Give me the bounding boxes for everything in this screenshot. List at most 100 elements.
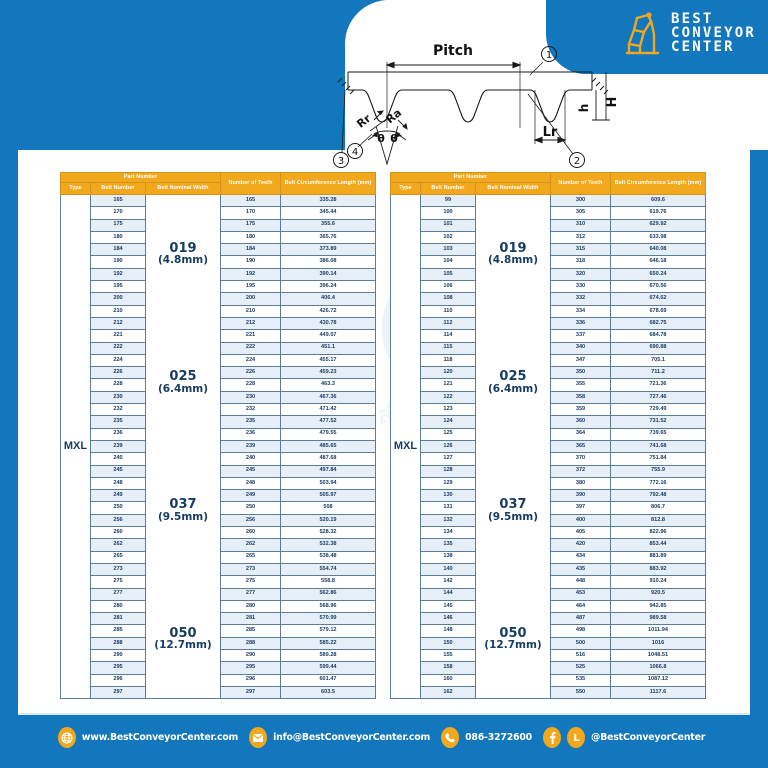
table-row: 148 498 1011.94 xyxy=(391,624,706,638)
cell-belt-number: 106 xyxy=(420,280,476,294)
cell-number-of-teeth: 358 xyxy=(550,390,611,405)
cell-number-of-teeth: 260 xyxy=(220,526,281,540)
cell-number-of-teeth: 535 xyxy=(550,673,611,687)
cell-belt-number: 110 xyxy=(420,304,476,318)
cell-number-of-teeth: 226 xyxy=(220,366,281,380)
cell-circumference-length: 674.62 xyxy=(610,292,706,306)
cell-number-of-teeth: 305 xyxy=(550,206,611,220)
cell-belt-number: 256 xyxy=(90,513,146,528)
table-row: 248 248 503.94 xyxy=(61,476,376,491)
cell-belt-number: 131 xyxy=(420,501,476,515)
cell-circumference-length: 729.49 xyxy=(610,403,706,417)
width-option: 025 (6.4mm) xyxy=(158,370,208,395)
footer-phone[interactable]: 086-3272600 xyxy=(465,732,533,743)
spec-table-right: Part Number Number of Teeth Belt Circumf… xyxy=(390,172,706,700)
cell-number-of-teeth: 296 xyxy=(220,673,281,687)
cell-number-of-teeth: 281 xyxy=(220,612,281,626)
cell-circumference-length: 459.23 xyxy=(280,366,376,380)
cell-circumference-length: 772.16 xyxy=(610,476,706,491)
cell-belt-number: 280 xyxy=(90,599,146,614)
table-row: 226 226 459.23 xyxy=(61,366,376,380)
cell-belt-number: 200 xyxy=(90,292,146,306)
cell-belt-number: 115 xyxy=(420,341,476,355)
cell-number-of-teeth: 297 xyxy=(220,685,281,700)
table-row: 138 434 881.89 xyxy=(391,550,706,564)
cell-circumference-length: 633.98 xyxy=(610,230,706,245)
cell-belt-number: 275 xyxy=(90,575,146,589)
header-part-number-right: Part Number xyxy=(390,172,551,183)
cell-circumference-length: 455.17 xyxy=(280,353,376,368)
header-teeth-left: Number of Teeth xyxy=(220,172,281,195)
cell-type: MXL xyxy=(60,193,91,700)
cell-belt-number: 240 xyxy=(90,452,146,466)
cell-number-of-teeth: 434 xyxy=(550,550,611,564)
cell-belt-number: 129 xyxy=(420,476,476,491)
footer-website[interactable]: www.BestConveyorCenter.com xyxy=(81,732,239,743)
cell-number-of-teeth: 285 xyxy=(220,624,281,638)
cell-belt-number: 288 xyxy=(90,636,146,650)
cell-belt-number: 114 xyxy=(420,329,476,343)
table-row: 103 315 640.08 xyxy=(391,243,706,257)
cell-number-of-teeth: 347 xyxy=(550,353,611,368)
cell-circumference-length: 705.1 xyxy=(610,353,706,368)
cell-number-of-teeth: 192 xyxy=(220,267,281,282)
table-row: 256 256 520.19 xyxy=(61,513,376,528)
cell-belt-number: 262 xyxy=(90,538,146,552)
cell-belt-number: 108 xyxy=(420,292,476,306)
table-row: MXL 165 019 (4.8mm) 025 (6.4mm) 037 (9.5mm) 050(… xyxy=(60,193,376,700)
cell-circumference-length: 430.78 xyxy=(280,316,376,331)
cell-belt-number: 235 xyxy=(90,415,146,429)
cell-belt-number: 224 xyxy=(90,353,146,368)
table-row: 118 347 705.1 xyxy=(391,353,706,368)
cell-number-of-teeth: 318 xyxy=(550,255,611,269)
header-corner-notch xyxy=(345,0,389,44)
cell-number-of-teeth: 275 xyxy=(220,575,281,589)
table-row: 275 275 558.8 xyxy=(61,575,376,589)
cell-circumference-length: 497.84 xyxy=(280,464,376,478)
cell-circumference-length: 812.8 xyxy=(610,513,706,528)
footer-social[interactable]: @BestConveyorCenter xyxy=(591,732,706,743)
cell-belt-number: 184 xyxy=(90,243,146,257)
table-row: 222 222 451.1 xyxy=(61,341,376,355)
table-row: 122 358 727.46 xyxy=(391,390,706,405)
cell-number-of-teeth: 397 xyxy=(550,501,611,515)
cell-belt-number: 297 xyxy=(90,685,146,700)
cell-belt-number: 102 xyxy=(420,230,476,245)
cell-circumference-length: 822.96 xyxy=(610,526,706,540)
header-circumference-right: Belt Circumference Length (mm) xyxy=(610,172,706,195)
cell-number-of-teeth: 370 xyxy=(550,452,611,466)
table-row: 102 312 633.98 xyxy=(391,230,706,245)
cell-belt-number: 158 xyxy=(420,661,476,675)
footer-email[interactable]: info@BestConveyorCenter.com xyxy=(273,732,431,743)
cell-belt-number: 273 xyxy=(90,562,146,577)
cell-circumference-length: 806.7 xyxy=(610,501,706,515)
cell-belt-number: 210 xyxy=(90,304,146,318)
cell-circumference-length: 881.89 xyxy=(610,550,706,564)
table-row: 240 240 487.68 xyxy=(61,452,376,466)
cell-number-of-teeth: 170 xyxy=(220,206,281,220)
width-option: 025 (6.4mm) xyxy=(488,370,538,395)
table-row: 280 280 568.96 xyxy=(61,599,376,614)
table-row: 146 487 989.58 xyxy=(391,612,706,626)
cell-circumference-length: 568.96 xyxy=(280,599,376,614)
phone-icon xyxy=(441,727,460,748)
cell-belt-number: 121 xyxy=(420,378,476,392)
cell-circumference-length: 390.14 xyxy=(280,267,376,282)
cell-circumference-length: 910.24 xyxy=(610,575,706,589)
svg-text:L: L xyxy=(573,733,580,744)
cell-belt-number: 195 xyxy=(90,280,146,294)
width-code: 025 xyxy=(169,369,197,385)
cell-number-of-teeth: 498 xyxy=(550,624,611,638)
cell-belt-number: 180 xyxy=(90,230,146,245)
facebook-icon[interactable] xyxy=(543,727,562,748)
cell-belt-number: 190 xyxy=(90,255,146,269)
width-mm: (12.7mm) xyxy=(154,639,212,652)
cell-number-of-teeth: 288 xyxy=(220,636,281,650)
cell-circumference-length: 1016 xyxy=(610,636,706,650)
cell-number-of-teeth: 256 xyxy=(220,513,281,528)
logo-wordmark: BEST CONVEYOR CENTER xyxy=(671,12,756,54)
cell-number-of-teeth: 464 xyxy=(550,599,611,614)
line-icon[interactable]: L xyxy=(567,727,586,748)
cell-belt-number: 105 xyxy=(420,267,476,282)
cell-belt-number: 148 xyxy=(420,624,476,638)
